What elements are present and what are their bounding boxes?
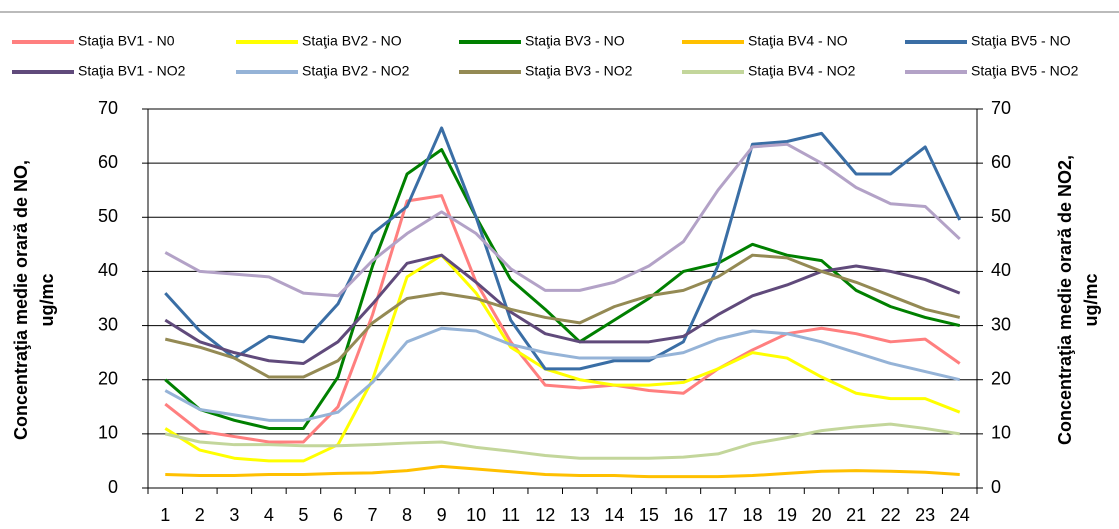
y2-tick-label: 50 bbox=[991, 206, 1011, 226]
y-tick-label: 50 bbox=[98, 206, 118, 226]
y2-tick-label: 0 bbox=[991, 477, 1001, 497]
x-tick-label: 2 bbox=[195, 505, 205, 525]
y2-tick-label: 40 bbox=[991, 260, 1011, 280]
legend-label: Staţia BV3 - NO bbox=[525, 33, 625, 49]
x-tick-label: 21 bbox=[846, 505, 866, 525]
legend-label: Staţia BV3 - NO2 bbox=[525, 63, 633, 79]
x-tick-label: 18 bbox=[742, 505, 762, 525]
y2-tick-label: 30 bbox=[991, 314, 1011, 334]
y2-tick-label: 20 bbox=[991, 368, 1011, 388]
y2-axis-title: ug/mc bbox=[1081, 273, 1101, 326]
series-line bbox=[164, 253, 961, 379]
y-axis-title: Concentraţia medie orară de NO, bbox=[11, 160, 31, 440]
x-tick-label: 15 bbox=[639, 505, 659, 525]
legend-label: Staţia BV2 - NO2 bbox=[302, 63, 410, 79]
x-tick-label: 24 bbox=[950, 505, 970, 525]
series-line bbox=[164, 253, 961, 365]
x-tick-label: 4 bbox=[264, 505, 274, 525]
x-tick-label: 9 bbox=[437, 505, 447, 525]
x-tick-label: 17 bbox=[708, 505, 728, 525]
x-tick-label: 13 bbox=[570, 505, 590, 525]
legend-label: Staţia BV2 - NO bbox=[302, 33, 402, 49]
legend-label: Staţia BV5 - NO bbox=[971, 33, 1071, 49]
x-tick-label: 7 bbox=[368, 505, 378, 525]
x-tick-label: 16 bbox=[673, 505, 693, 525]
legend-label: Staţia BV1 - N0 bbox=[78, 33, 175, 49]
x-tick-label: 12 bbox=[535, 505, 555, 525]
legend-label: Staţia BV4 - NO bbox=[748, 33, 848, 49]
y-tick-label: 10 bbox=[98, 423, 118, 443]
legend-label: Staţia BV4 - NO2 bbox=[748, 63, 856, 79]
x-tick-label: 22 bbox=[881, 505, 901, 525]
y-tick-label: 30 bbox=[98, 314, 118, 334]
series-line bbox=[165, 464, 960, 479]
y-tick-label: 20 bbox=[98, 368, 118, 388]
legend-label: Staţia BV1 - NO2 bbox=[78, 63, 186, 79]
x-tick-label: 6 bbox=[333, 505, 343, 525]
x-tick-label: 11 bbox=[501, 505, 520, 525]
y-tick-label: 0 bbox=[108, 477, 118, 497]
x-tick-label: 23 bbox=[915, 505, 935, 525]
y2-tick-label: 10 bbox=[991, 423, 1011, 443]
x-tick-label: 10 bbox=[466, 505, 486, 525]
series-line bbox=[164, 326, 961, 422]
series-line bbox=[164, 126, 962, 371]
x-tick-label: 19 bbox=[777, 505, 797, 525]
y-axis-title: ug/mc bbox=[37, 273, 57, 326]
legend-label: Staţia BV5 - NO2 bbox=[971, 63, 1079, 79]
y2-axis-title: Concentraţia medie orară de NO2, bbox=[1055, 155, 1075, 445]
x-tick-label: 8 bbox=[402, 505, 412, 525]
series-line bbox=[164, 194, 961, 444]
y2-tick-label: 60 bbox=[991, 152, 1011, 172]
x-tick-label: 5 bbox=[298, 505, 308, 525]
x-tick-label: 1 bbox=[160, 505, 170, 525]
series-line bbox=[164, 148, 961, 430]
y-tick-label: 60 bbox=[98, 152, 118, 172]
y-tick-label: 40 bbox=[98, 260, 118, 280]
y2-tick-label: 70 bbox=[991, 98, 1011, 118]
y-tick-label: 70 bbox=[98, 98, 118, 118]
x-tick-label: 14 bbox=[604, 505, 624, 525]
series-line bbox=[164, 253, 961, 463]
series-line bbox=[164, 142, 961, 298]
x-tick-label: 20 bbox=[812, 505, 832, 525]
series-line bbox=[164, 422, 960, 460]
x-tick-label: 3 bbox=[229, 505, 239, 525]
